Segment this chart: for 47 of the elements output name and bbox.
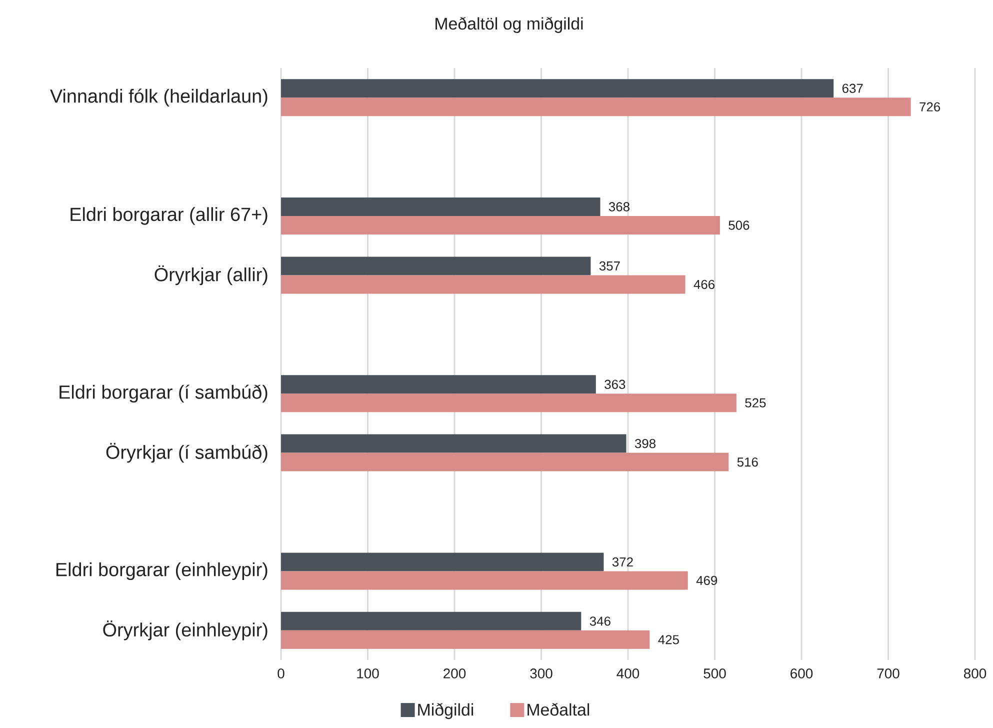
y-tick-label: Eldri borgarar (allir 67+)	[70, 207, 268, 225]
x-tick-label: 0	[278, 668, 284, 678]
bar	[281, 630, 650, 649]
data-label: 506	[728, 220, 750, 230]
x-tick-label: 100	[357, 668, 379, 678]
bar	[281, 79, 834, 98]
bar	[281, 394, 736, 412]
x-tick-label: 700	[877, 668, 900, 678]
data-label: 466	[694, 280, 714, 290]
data-label: 726	[920, 102, 940, 112]
bar	[281, 434, 626, 453]
x-tick-label: 400	[616, 668, 640, 678]
y-tick-label: Eldri borgarar (í sambúð)	[60, 384, 268, 403]
data-label: 372	[612, 557, 633, 567]
bar	[281, 375, 596, 394]
legend-label: Meðaltal	[528, 703, 590, 716]
legend-label: Miðgildi	[418, 703, 474, 720]
y-tick-label: Öryrkjar (í sambúð)	[106, 442, 268, 463]
bar	[281, 612, 582, 630]
data-label: 525	[745, 398, 766, 408]
chart-title: Meðaltöl og miðgildi	[436, 16, 583, 34]
y-tick-label: Eldri borgarar (einhleypir)	[56, 562, 268, 580]
data-label: 425	[658, 635, 679, 644]
data-label: 637	[842, 84, 863, 93]
bar	[281, 198, 600, 216]
x-tick-label: 300	[530, 668, 552, 678]
data-label: 398	[634, 438, 656, 448]
y-tick-label: Vinnandi fólk (heildarlaun)	[50, 88, 268, 107]
bar	[281, 275, 686, 294]
bar	[281, 216, 720, 234]
bar	[281, 256, 591, 276]
x-tick-label: 200	[444, 668, 466, 678]
data-label: 368	[608, 202, 630, 212]
bar	[281, 98, 911, 116]
x-tick-label: 600	[790, 668, 813, 678]
y-tick-label: Öryrkjar (einhleypir)	[103, 620, 268, 640]
x-tick-label: 500	[704, 668, 726, 678]
bar	[281, 452, 729, 472]
x-tick-label: 800	[964, 668, 986, 678]
data-label: 469	[696, 576, 718, 586]
bar	[281, 571, 688, 590]
data-label: 363	[604, 380, 626, 389]
bar	[281, 552, 604, 572]
y-tick-label: Öryrkjar (allir)	[154, 265, 268, 286]
data-label: 346	[590, 616, 610, 626]
data-label: 516	[737, 457, 758, 467]
data-label: 357	[599, 261, 620, 271]
